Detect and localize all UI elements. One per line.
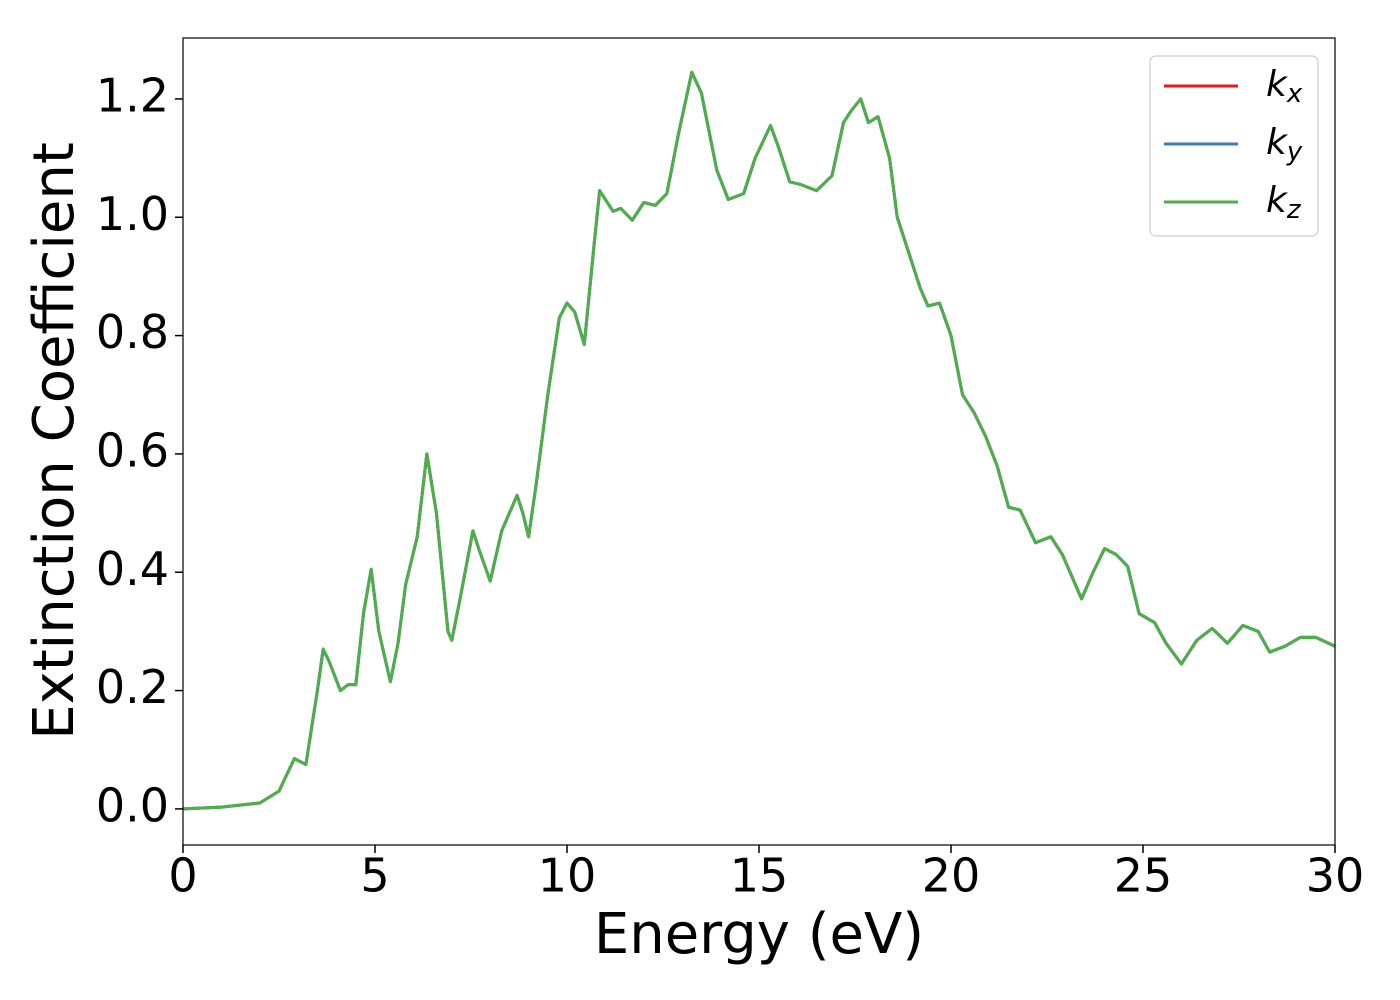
- y-tick-label: 0.0: [96, 778, 169, 832]
- y-tick-label: 0.6: [96, 423, 169, 477]
- x-tick-label: 20: [922, 849, 981, 903]
- legend-label: kz: [1266, 180, 1302, 225]
- legend-label-sub: x: [1286, 79, 1303, 109]
- x-tick-label: 0: [168, 849, 197, 903]
- legend-label-base: k: [1266, 122, 1289, 163]
- series-line: [183, 70, 1335, 811]
- legend-label-sub: y: [1286, 137, 1303, 167]
- legend-label-base: k: [1266, 64, 1289, 105]
- plot-frame: [182, 37, 1336, 846]
- y-tick-label: 0.4: [96, 542, 169, 596]
- x-tick-label: 30: [1306, 849, 1365, 903]
- legend-label: kx: [1266, 64, 1303, 109]
- legend-label-sub: z: [1286, 195, 1302, 225]
- legend-box: [1149, 55, 1319, 237]
- x-tick-label: 15: [730, 849, 789, 903]
- y-tick-label: 0.8: [96, 305, 169, 359]
- x-axis-label: Energy (eV): [594, 902, 924, 967]
- x-tick-label: 25: [1114, 849, 1173, 903]
- y-tick-label: 1.0: [96, 187, 169, 241]
- x-tick-label: 10: [538, 849, 597, 903]
- legend-label-base: k: [1266, 180, 1289, 221]
- x-tick-label: 5: [360, 849, 389, 903]
- legend-label: ky: [1266, 122, 1303, 167]
- y-tick-label: 0.2: [96, 660, 169, 714]
- y-axis-label: Extinction Coefficient: [22, 142, 87, 740]
- y-tick-label: 1.2: [96, 68, 169, 122]
